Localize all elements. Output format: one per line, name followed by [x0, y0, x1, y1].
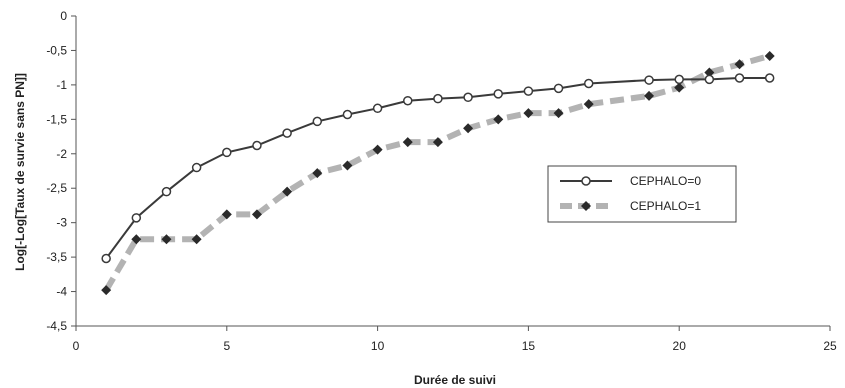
data-point-cephalo-0 — [222, 147, 232, 158]
x-tick-label: 15 — [522, 339, 536, 353]
x-tick-label: 25 — [823, 339, 837, 353]
x-tick-label: 10 — [371, 339, 385, 353]
data-point-cephalo-0 — [372, 103, 383, 114]
legend-label-cephalo-0: CEPHALO=0 — [630, 174, 701, 188]
data-point-cephalo-0 — [101, 253, 111, 264]
data-point-cephalo-0 — [583, 78, 594, 89]
series-line-cephalo-1 — [103, 53, 771, 292]
legend-marker-cephalo-0 — [581, 176, 591, 186]
data-point-cephalo-1 — [221, 209, 232, 220]
data-point-cephalo-1 — [553, 108, 564, 119]
data-point-cephalo-0 — [764, 73, 775, 83]
data-point-cephalo-1 — [644, 90, 655, 101]
data-point-cephalo-1 — [372, 144, 383, 155]
data-point-cephalo-0 — [161, 186, 172, 197]
data-point-cephalo-0 — [463, 92, 473, 103]
legend-label-cephalo-1: CEPHALO=1 — [630, 199, 701, 213]
data-point-cephalo-1 — [251, 209, 262, 220]
data-point-cephalo-1 — [342, 160, 353, 171]
data-point-cephalo-1 — [493, 114, 504, 125]
data-point-cephalo-1 — [161, 234, 172, 245]
data-point-cephalo-1 — [402, 137, 413, 148]
data-point-cephalo-0 — [644, 75, 654, 85]
data-point-cephalo-0 — [342, 109, 353, 120]
data-point-cephalo-0 — [191, 162, 202, 173]
x-tick-label: 0 — [73, 339, 80, 353]
y-tick-label: -2 — [56, 147, 67, 161]
data-point-cephalo-0 — [734, 73, 745, 83]
legend-marker-cephalo-1 — [581, 201, 591, 211]
data-point-cephalo-1 — [191, 234, 202, 245]
legend-box — [547, 165, 737, 223]
data-point-cephalo-0 — [252, 140, 262, 151]
y-tick-label: -3,5 — [46, 250, 67, 264]
data-point-cephalo-0 — [312, 116, 323, 127]
data-point-cephalo-1 — [101, 285, 112, 296]
data-point-cephalo-1 — [282, 186, 293, 197]
data-point-cephalo-0 — [553, 83, 564, 94]
x-tick-label: 20 — [673, 339, 687, 353]
data-point-cephalo-1 — [523, 108, 534, 119]
data-point-cephalo-0 — [131, 213, 142, 223]
data-point-cephalo-1 — [583, 99, 594, 110]
data-point-cephalo-0 — [674, 74, 684, 85]
data-point-cephalo-1 — [734, 59, 745, 70]
series-line-cephalo-0 — [105, 77, 770, 260]
data-point-cephalo-1 — [131, 234, 142, 245]
data-point-cephalo-0 — [704, 74, 715, 85]
plot-area: 0 -0,5 -1 -1,5 -2 -2,5 -3 -3,5 -4 -4,5 0 5 10 15 20 25 — [46, 9, 837, 353]
data-point-cephalo-1 — [704, 67, 715, 78]
data-point-cephalo-1 — [312, 168, 323, 179]
legend: CEPHALO=0 CEPHALO=1 — [547, 165, 737, 223]
y-tick-label: -4,5 — [46, 319, 67, 333]
data-point-cephalo-0 — [493, 89, 503, 99]
series-layer — [101, 50, 775, 296]
y-tick-label: -1,5 — [46, 112, 67, 126]
y-tick-label: -2,5 — [46, 181, 67, 195]
data-point-cephalo-0 — [282, 128, 292, 138]
data-point-cephalo-1 — [764, 50, 775, 61]
y-tick-label: -0,5 — [46, 43, 67, 57]
data-point-cephalo-0 — [433, 93, 443, 104]
data-point-cephalo-1 — [674, 82, 685, 93]
y-tick-label: -3 — [56, 216, 67, 230]
y-tick-label: -4 — [56, 285, 67, 299]
data-point-cephalo-0 — [523, 86, 534, 96]
x-axis-title: Durée de suivi — [414, 373, 496, 387]
data-point-cephalo-0 — [403, 95, 413, 106]
data-point-cephalo-1 — [432, 137, 443, 148]
data-point-cephalo-1 — [463, 123, 474, 134]
y-tick-label: -1 — [56, 78, 67, 92]
x-ticks: 0 5 10 15 20 25 — [73, 326, 837, 353]
x-tick-label: 5 — [223, 339, 230, 353]
y-axis-title: Log[-Log[Taux de survie sans PN]] — [13, 73, 27, 271]
y-tick-label: 0 — [60, 9, 67, 23]
y-ticks: 0 -0,5 -1 -1,5 -2 -2,5 -3 -3,5 -4 -4,5 — [46, 9, 76, 333]
